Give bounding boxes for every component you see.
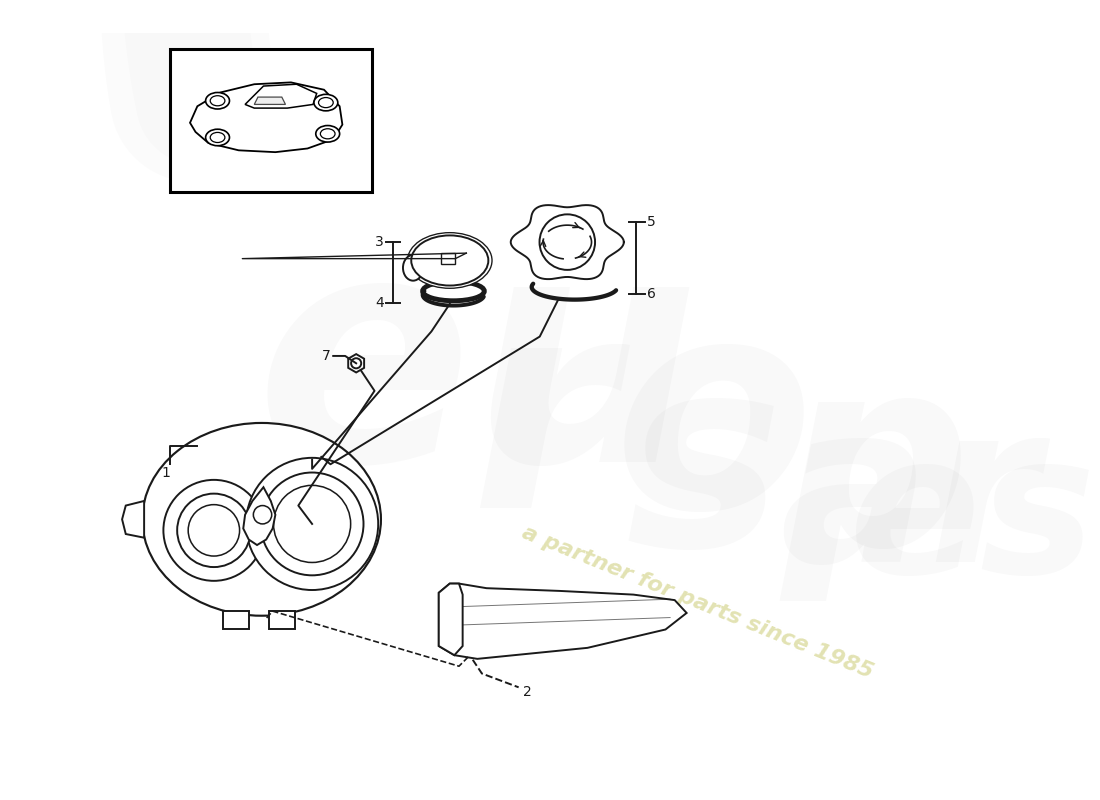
Polygon shape bbox=[245, 84, 317, 108]
Ellipse shape bbox=[319, 98, 333, 108]
Ellipse shape bbox=[210, 133, 224, 142]
Circle shape bbox=[274, 486, 351, 562]
Ellipse shape bbox=[408, 233, 492, 288]
Polygon shape bbox=[190, 82, 342, 152]
Text: ar: ar bbox=[779, 394, 1038, 608]
Text: sp: sp bbox=[626, 346, 971, 602]
Circle shape bbox=[246, 458, 378, 590]
Polygon shape bbox=[243, 487, 275, 545]
Ellipse shape bbox=[206, 93, 230, 109]
Ellipse shape bbox=[142, 423, 381, 616]
Polygon shape bbox=[122, 501, 144, 538]
Circle shape bbox=[177, 494, 251, 567]
Text: 6: 6 bbox=[647, 287, 656, 302]
Ellipse shape bbox=[320, 129, 336, 139]
Ellipse shape bbox=[316, 126, 340, 142]
Polygon shape bbox=[349, 354, 364, 373]
Text: 3: 3 bbox=[375, 235, 384, 249]
Circle shape bbox=[351, 358, 361, 368]
Bar bbox=[169, 50, 372, 192]
Text: ro: ro bbox=[471, 286, 815, 569]
Text: 2: 2 bbox=[524, 685, 532, 699]
Polygon shape bbox=[439, 583, 686, 659]
Circle shape bbox=[188, 505, 240, 556]
Text: es: es bbox=[849, 426, 1097, 614]
Polygon shape bbox=[439, 583, 463, 655]
Polygon shape bbox=[254, 97, 286, 105]
Circle shape bbox=[261, 473, 363, 575]
Text: eu: eu bbox=[255, 218, 700, 527]
Ellipse shape bbox=[403, 255, 424, 281]
Ellipse shape bbox=[411, 235, 488, 286]
Polygon shape bbox=[510, 205, 624, 279]
Text: 4: 4 bbox=[375, 296, 384, 310]
Text: 1: 1 bbox=[162, 466, 170, 480]
Ellipse shape bbox=[210, 96, 224, 106]
Ellipse shape bbox=[314, 94, 338, 111]
Text: 7: 7 bbox=[321, 349, 330, 363]
Bar bbox=[223, 611, 249, 630]
Text: 5: 5 bbox=[647, 215, 656, 229]
Bar bbox=[270, 611, 295, 630]
Circle shape bbox=[164, 480, 264, 581]
Ellipse shape bbox=[206, 130, 230, 146]
Text: a partner for parts since 1985: a partner for parts since 1985 bbox=[519, 522, 877, 682]
